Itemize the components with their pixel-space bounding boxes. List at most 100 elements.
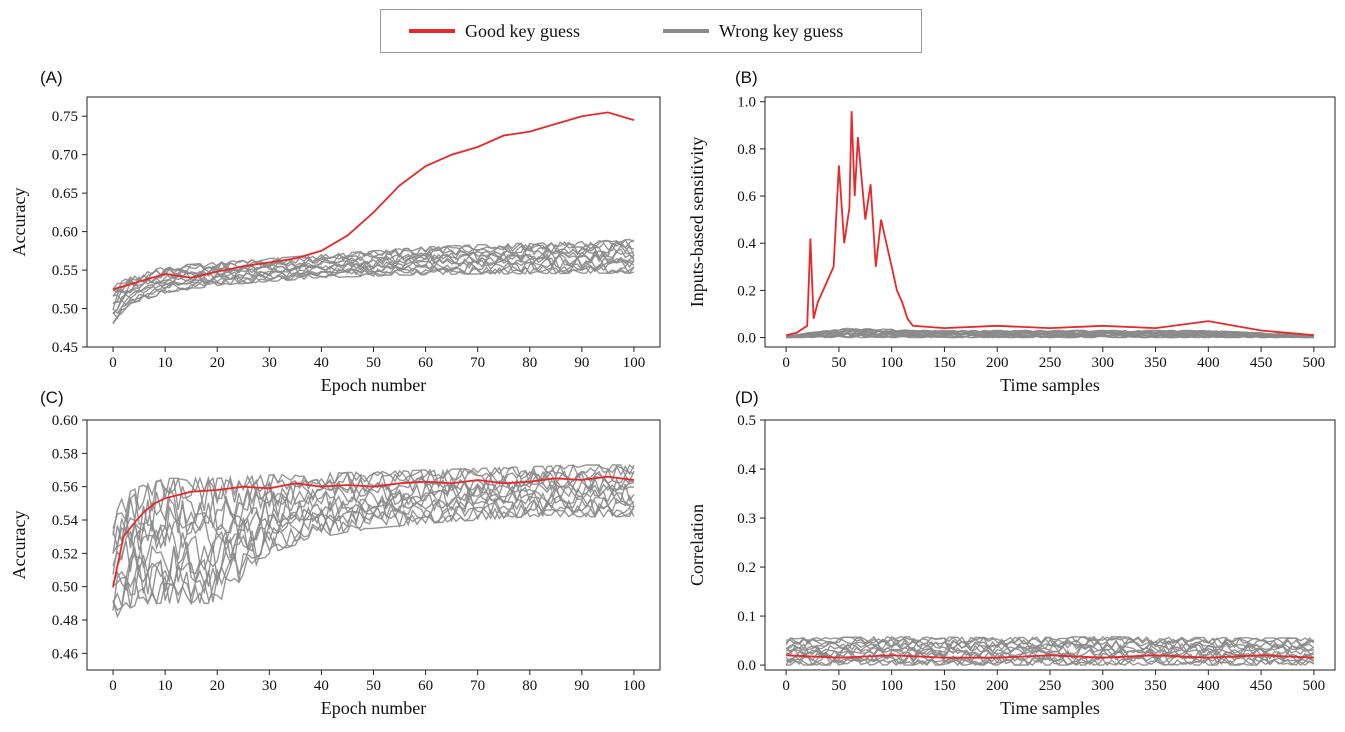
panel-c-wrong-key-trace bbox=[112, 463, 635, 536]
panel-d-x-tick-label: 150 bbox=[933, 678, 956, 694]
panel-c-y-tick-label: 0.56 bbox=[52, 480, 79, 496]
panel-c-x-axis-label: Epoch number bbox=[321, 698, 426, 718]
panel-b-x-tick-label: 50 bbox=[831, 355, 846, 371]
panel-c-x-tick-label: 100 bbox=[623, 678, 646, 694]
panel-d-wrong-key-trace bbox=[785, 635, 1315, 645]
panel-c-wrong-key-trace bbox=[112, 489, 635, 592]
panel-a-wrong-key-trace bbox=[112, 239, 635, 294]
legend-label-good: Good key guess bbox=[465, 20, 580, 41]
panel-c-y-tick-label: 0.52 bbox=[52, 546, 78, 562]
panel-c-wrong-key-trace bbox=[112, 481, 635, 589]
panel-a-frame bbox=[86, 96, 661, 348]
panel-c-frame bbox=[86, 419, 661, 671]
panel-d-frame bbox=[764, 419, 1336, 671]
panel-d-good-key-line bbox=[786, 654, 1314, 659]
panel-c-y-tick-label: 0.60 bbox=[52, 413, 78, 429]
panel-a-x-tick-label: 90 bbox=[574, 355, 589, 371]
panel-c-wrong-key-trace bbox=[112, 476, 634, 575]
panel-b-x-tick-label: 400 bbox=[1197, 355, 1220, 371]
panel-c-good-key-line bbox=[112, 475, 635, 587]
panel-b-x-tick-label: 450 bbox=[1250, 355, 1273, 371]
panel-b-wrong-key-trace bbox=[785, 327, 1314, 338]
panel-b-x-tick-label: 250 bbox=[1039, 355, 1062, 371]
panel-label-c: (C) bbox=[40, 388, 64, 407]
panel-c-x-tick-label: 50 bbox=[366, 678, 381, 694]
panel-a-wrong-key-trace bbox=[112, 261, 635, 320]
panel-d-y-tick-label: 0.5 bbox=[737, 413, 756, 429]
panel-a-x-tick-label: 10 bbox=[158, 355, 173, 371]
panel-c-x-tick-label: 30 bbox=[262, 678, 277, 694]
panel-d-y-tick-label: 0.2 bbox=[737, 560, 756, 576]
panel-d-x-tick-label: 350 bbox=[1144, 678, 1167, 694]
panel-d-y-tick-label: 0.4 bbox=[737, 462, 756, 478]
panel-c-y-tick-label: 0.48 bbox=[52, 613, 78, 629]
panel-a-x-tick-label: 40 bbox=[314, 355, 329, 371]
panel-c-y-tick-label: 0.58 bbox=[52, 446, 78, 462]
panel-a-x-tick-label: 0 bbox=[109, 355, 117, 371]
panel-c-y-tick-label: 0.50 bbox=[52, 580, 78, 596]
panel-a-y-tick-label: 0.55 bbox=[52, 263, 78, 279]
panel-a-y-tick-label: 0.60 bbox=[52, 225, 78, 241]
panel-c-x-tick-label: 10 bbox=[158, 678, 173, 694]
panel-b-y-tick-label: 1.0 bbox=[737, 95, 756, 111]
panel-c-wrong-key-trace bbox=[112, 506, 635, 612]
panel-c-wrong-key-trace bbox=[112, 502, 635, 619]
panel-d-x-tick-label: 0 bbox=[782, 678, 790, 694]
panel-b-x-tick-label: 500 bbox=[1303, 355, 1326, 371]
panel-b-x-tick-label: 350 bbox=[1144, 355, 1167, 371]
panel-a-x-tick-label: 70 bbox=[470, 355, 485, 371]
panel-b-y-axis-label: Inputs-based sensitivity bbox=[687, 137, 707, 307]
panel-a-x-tick-label: 20 bbox=[210, 355, 225, 371]
legend-swatch-good bbox=[409, 29, 455, 33]
panel-c-x-tick-label: 80 bbox=[522, 678, 537, 694]
panel-a-x-axis-label: Epoch number bbox=[321, 375, 426, 395]
panel-d-x-tick-label: 300 bbox=[1092, 678, 1115, 694]
panel-a-wrong-key-trace bbox=[112, 238, 635, 290]
panel-d-x-tick-label: 50 bbox=[831, 678, 846, 694]
panel-d-x-tick-label: 450 bbox=[1250, 678, 1273, 694]
panel-label-a: (A) bbox=[40, 68, 63, 87]
panel-a-wrong-key-trace bbox=[112, 251, 635, 304]
panel-c-x-tick-label: 20 bbox=[210, 678, 225, 694]
panel-c-x-tick-label: 40 bbox=[314, 678, 329, 694]
panel-b-x-tick-label: 200 bbox=[986, 355, 1009, 371]
panel-b-good-key-line bbox=[785, 111, 1314, 337]
panel-c-wrong-key-trace bbox=[112, 480, 635, 566]
panel-b-x-tick-label: 300 bbox=[1092, 355, 1115, 371]
panel-d-wrong-key-trace bbox=[786, 638, 1315, 651]
panel-d-wrong-key-trace bbox=[785, 656, 1315, 667]
panel-c-x-tick-label: 90 bbox=[574, 678, 589, 694]
panel-b-y-tick-label: 0.8 bbox=[737, 142, 756, 158]
panel-a-y-tick-label: 0.50 bbox=[52, 302, 78, 318]
panel-d-x-tick-label: 250 bbox=[1039, 678, 1062, 694]
panel-c-x-tick-label: 0 bbox=[109, 678, 117, 694]
legend-item-wrong: Wrong key guess bbox=[663, 21, 843, 41]
panel-a-y-tick-label: 0.75 bbox=[52, 109, 78, 125]
panel-d-y-tick-label: 0.0 bbox=[737, 658, 756, 674]
legend-item-good: Good key guess bbox=[409, 21, 580, 41]
panel-a-y-tick-label: 0.70 bbox=[52, 148, 78, 164]
panel-c-x-tick-label: 60 bbox=[418, 678, 433, 694]
panel-b-y-tick-label: 0.6 bbox=[737, 189, 756, 205]
legend: Good key guess Wrong key guess bbox=[380, 9, 922, 53]
panel-c-y-tick-label: 0.54 bbox=[52, 513, 79, 529]
panel-a-x-tick-label: 50 bbox=[366, 355, 381, 371]
panel-d-x-tick-label: 400 bbox=[1197, 678, 1220, 694]
panel-c-x-tick-label: 70 bbox=[470, 678, 485, 694]
panel-a-y-axis-label: Accuracy bbox=[9, 188, 29, 257]
panel-d-wrong-key-trace bbox=[785, 639, 1315, 652]
panel-b-x-tick-label: 150 bbox=[933, 355, 956, 371]
panel-d-x-tick-label: 500 bbox=[1303, 678, 1326, 694]
panel-d-x-tick-label: 200 bbox=[986, 678, 1009, 694]
panel-b-x-tick-label: 100 bbox=[880, 355, 903, 371]
legend-label-wrong: Wrong key guess bbox=[719, 20, 844, 41]
panel-b-x-tick-label: 0 bbox=[782, 355, 790, 371]
panel-a-x-tick-label: 80 bbox=[522, 355, 537, 371]
panel-c-y-axis-label: Accuracy bbox=[9, 511, 29, 580]
panel-b-x-axis-label: Time samples bbox=[1000, 375, 1100, 395]
panel-a-x-tick-label: 60 bbox=[418, 355, 433, 371]
panel-a-x-tick-label: 100 bbox=[623, 355, 646, 371]
panel-c-y-tick-label: 0.46 bbox=[52, 646, 79, 662]
